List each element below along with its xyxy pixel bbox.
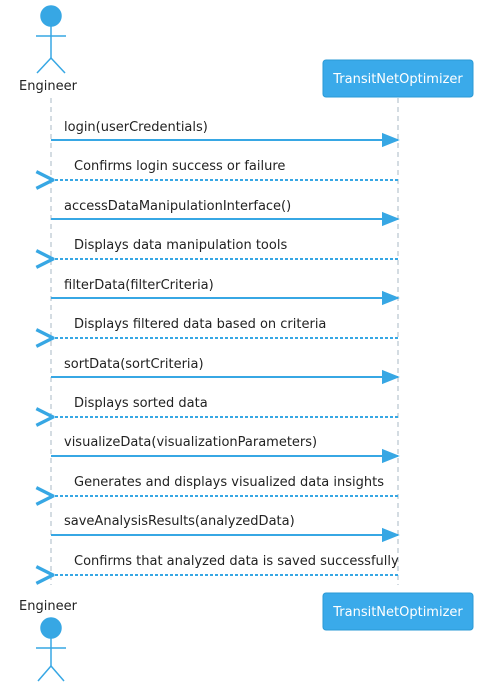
system-box-bottom: TransitNetOptimizer	[322, 592, 474, 631]
system-label-bottom: TransitNetOptimizer	[332, 605, 463, 620]
message-2: Confirms login success or failure	[53, 159, 398, 180]
system-box-top: TransitNetOptimizer	[322, 59, 474, 98]
actor-icon	[36, 5, 66, 74]
message-6: Displays filtered data based on criteria	[53, 317, 398, 338]
message-label: Displays sorted data	[74, 396, 208, 411]
message-label: Confirms that analyzed data is saved suc…	[74, 554, 399, 569]
message-4: Displays data manipulation tools	[53, 238, 398, 259]
message-11: saveAnalysisResults(analyzedData)	[51, 514, 400, 543]
message-5: filterData(filterCriteria)	[51, 278, 400, 306]
engineer-actor-bottom: Engineer	[19, 599, 78, 682]
message-label: Displays data manipulation tools	[74, 238, 287, 253]
message-label: Displays filtered data based on criteria	[74, 317, 326, 332]
message-10: Generates and displays visualized data i…	[53, 475, 398, 496]
actor-icon	[36, 617, 66, 682]
message-1: login(userCredentials)	[51, 120, 400, 148]
engineer-label-bottom: Engineer	[19, 599, 78, 614]
message-label: Generates and displays visualized data i…	[74, 475, 384, 490]
engineer-label-top: Engineer	[19, 79, 78, 94]
system-label-top: TransitNetOptimizer	[332, 72, 463, 87]
message-7: sortData(sortCriteria)	[51, 357, 400, 385]
message-label: login(userCredentials)	[64, 120, 208, 135]
message-label: sortData(sortCriteria)	[64, 357, 204, 372]
engineer-actor-top: Engineer	[19, 5, 78, 94]
message-label: filterData(filterCriteria)	[64, 278, 214, 293]
message-label: saveAnalysisResults(analyzedData)	[64, 514, 295, 529]
message-label: visualizeData(visualizationParameters)	[64, 435, 317, 450]
message-8: Displays sorted data	[53, 396, 398, 417]
message-3: accessDataManipulationInterface()	[51, 199, 400, 227]
message-9: visualizeData(visualizationParameters)	[51, 435, 400, 464]
message-label: Confirms login success or failure	[74, 159, 285, 174]
message-12: Confirms that analyzed data is saved suc…	[53, 554, 399, 575]
message-label: accessDataManipulationInterface()	[64, 199, 291, 214]
